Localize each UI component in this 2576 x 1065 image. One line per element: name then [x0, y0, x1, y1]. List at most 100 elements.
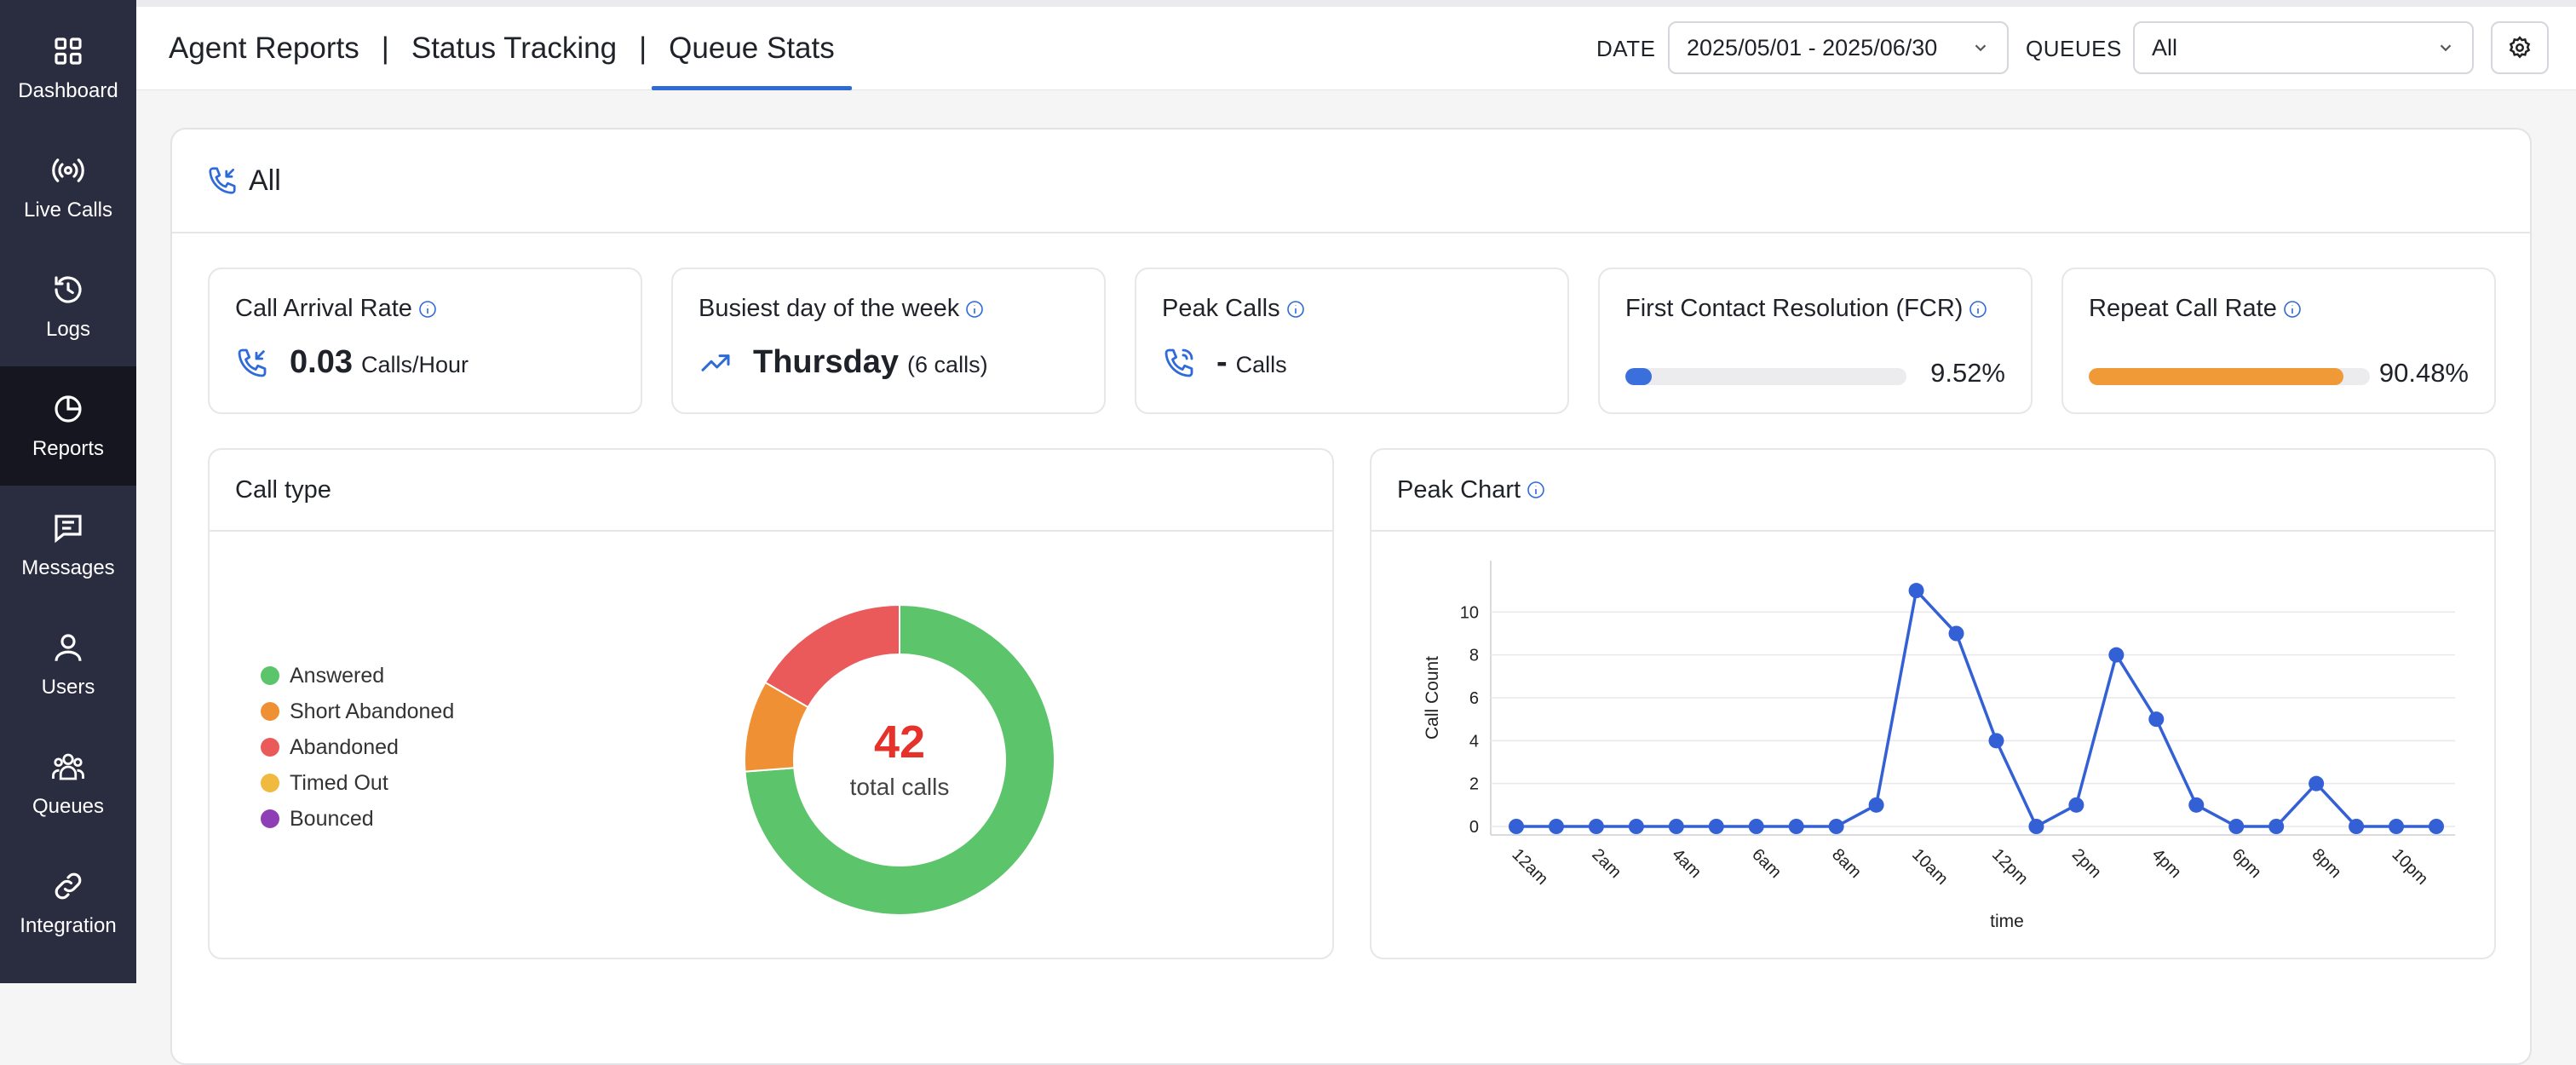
legend-item-bounced[interactable]: Bounced	[261, 801, 454, 837]
info-icon[interactable]	[1968, 299, 1988, 320]
y-tick-label: 4	[1469, 732, 1479, 751]
data-point-8am[interactable]	[1828, 819, 1844, 834]
info-icon[interactable]	[1526, 480, 1546, 500]
legend-label: Short Abandoned	[290, 699, 455, 723]
tab-agent-reports[interactable]: Agent Reports	[169, 32, 359, 65]
stat-unit: Calls	[1235, 352, 1287, 377]
tab-status-tracking[interactable]: Status Tracking	[411, 32, 618, 65]
donut-slice-answered[interactable]	[744, 603, 1055, 916]
sidebar-item-messages[interactable]: Messages	[0, 486, 136, 605]
sidebar-item-users[interactable]: Users	[0, 605, 136, 724]
stat-title: Call Arrival Rate	[235, 295, 438, 323]
chevron-down-icon	[2440, 44, 2452, 52]
legend-item-short-abandoned[interactable]: Short Abandoned	[261, 694, 454, 729]
group-icon	[52, 753, 84, 780]
stat-value-row: 0.03 Calls/Hour	[235, 344, 469, 381]
message-icon	[55, 515, 82, 544]
incoming-call-icon	[209, 167, 236, 194]
phone-ringing-icon	[1164, 348, 1193, 377]
data-point-10pm[interactable]	[2389, 819, 2405, 834]
sidebar-item-dashboard[interactable]: Dashboard	[0, 9, 136, 128]
legend-dot	[261, 666, 279, 685]
data-point-11pm[interactable]	[2429, 819, 2444, 834]
data-point-6am[interactable]	[1748, 819, 1764, 834]
sidebar-item-live-calls[interactable]: Live Calls	[0, 128, 136, 247]
data-point-4pm[interactable]	[2148, 711, 2165, 728]
stat-title-text: Busiest day of the week	[699, 295, 960, 322]
data-point-9pm[interactable]	[2349, 819, 2365, 834]
y-tick-label: 6	[1469, 689, 1479, 708]
data-point-1am[interactable]	[1548, 819, 1564, 834]
call-type-donut-chart	[744, 603, 1055, 916]
data-point-8pm[interactable]	[2309, 775, 2325, 792]
legend-item-answered[interactable]: Answered	[261, 658, 454, 694]
panel-title: All	[249, 164, 281, 197]
user-icon	[55, 634, 82, 661]
legend-item-abandoned[interactable]: Abandoned	[261, 729, 454, 765]
tab-separator: |	[381, 32, 389, 65]
queues-value: All	[2152, 34, 2178, 60]
sidebar: Dashboard Live Calls Logs Reports Messag…	[0, 0, 136, 983]
stat-unit: Calls/Hour	[360, 352, 469, 377]
x-tick-label: 4am	[1668, 845, 1705, 882]
stat-title-text: First Contact Resolution (FCR)	[1625, 295, 1964, 322]
legend-label: Bounced	[290, 806, 374, 831]
data-point-11am[interactable]	[1948, 625, 1964, 642]
info-icon[interactable]	[417, 299, 438, 320]
info-icon[interactable]	[1285, 299, 1306, 320]
top-strip	[136, 0, 2576, 7]
sidebar-item-label: Live Calls	[23, 199, 113, 222]
sidebar-item-label: Messages	[21, 556, 115, 579]
data-point-5pm[interactable]	[2188, 797, 2205, 813]
data-point-7pm[interactable]	[2268, 819, 2285, 834]
fcr-percent: 9.52%	[1930, 358, 2005, 388]
panel-header: All	[172, 130, 2530, 233]
y-tick-label: 2	[1469, 775, 1479, 794]
chevron-down-icon	[1975, 44, 1987, 52]
legend-label: Abandoned	[290, 734, 399, 759]
data-point-3pm[interactable]	[2108, 647, 2125, 663]
link-icon	[55, 872, 82, 900]
sidebar-item-label: Logs	[45, 318, 91, 341]
series-line	[1516, 589, 2436, 828]
info-icon[interactable]	[2282, 299, 2303, 320]
donut-slice-abandoned[interactable]	[764, 603, 900, 709]
info-icon[interactable]	[964, 299, 985, 320]
data-point-6pm[interactable]	[2228, 819, 2245, 834]
x-tick-label: 2pm	[2068, 845, 2105, 882]
fcr-progress-track	[1625, 368, 1906, 385]
sidebar-item-queues[interactable]: Queues	[0, 724, 136, 843]
data-point-1pm[interactable]	[2028, 819, 2044, 834]
data-point-2am[interactable]	[1588, 819, 1604, 834]
date-range-select[interactable]: 2025/05/01 - 2025/06/30	[1668, 21, 2009, 74]
fcr-progress-fill	[1625, 368, 1653, 385]
sidebar-item-integration[interactable]: Integration	[0, 843, 136, 963]
settings-button[interactable]	[2491, 21, 2549, 74]
sidebar-item-reports[interactable]: Reports	[0, 366, 136, 486]
date-label: DATE	[1596, 35, 1656, 61]
y-tick-label: 0	[1469, 818, 1479, 837]
stat-card-fcr: First Contact Resolution (FCR) 9.52%	[1598, 268, 2033, 414]
tab-queue-stats[interactable]: Queue Stats	[652, 7, 852, 90]
data-point-5am[interactable]	[1708, 819, 1724, 834]
data-point-9am[interactable]	[1868, 797, 1884, 813]
sidebar-item-logs[interactable]: Logs	[0, 247, 136, 366]
repeat-progress-track	[2089, 368, 2370, 385]
tab-separator: |	[639, 32, 647, 65]
stat-value: Thursday	[753, 344, 900, 380]
legend-item-timed-out[interactable]: Timed Out	[261, 765, 454, 801]
dashboard-icon	[55, 37, 82, 65]
data-point-10am[interactable]	[1908, 583, 1924, 599]
data-point-4am[interactable]	[1668, 819, 1684, 834]
data-point-2pm[interactable]	[2068, 797, 2084, 813]
broadcast-icon	[52, 158, 84, 182]
trending-up-icon	[701, 354, 730, 371]
y-axis-label: Call Count	[1423, 656, 1442, 740]
data-point-3am[interactable]	[1628, 819, 1644, 834]
data-point-12pm[interactable]	[1988, 733, 2004, 749]
data-point-12am[interactable]	[1509, 819, 1524, 834]
data-point-7am[interactable]	[1788, 819, 1804, 834]
queues-select[interactable]: All	[2133, 21, 2474, 74]
history-icon	[55, 276, 82, 303]
